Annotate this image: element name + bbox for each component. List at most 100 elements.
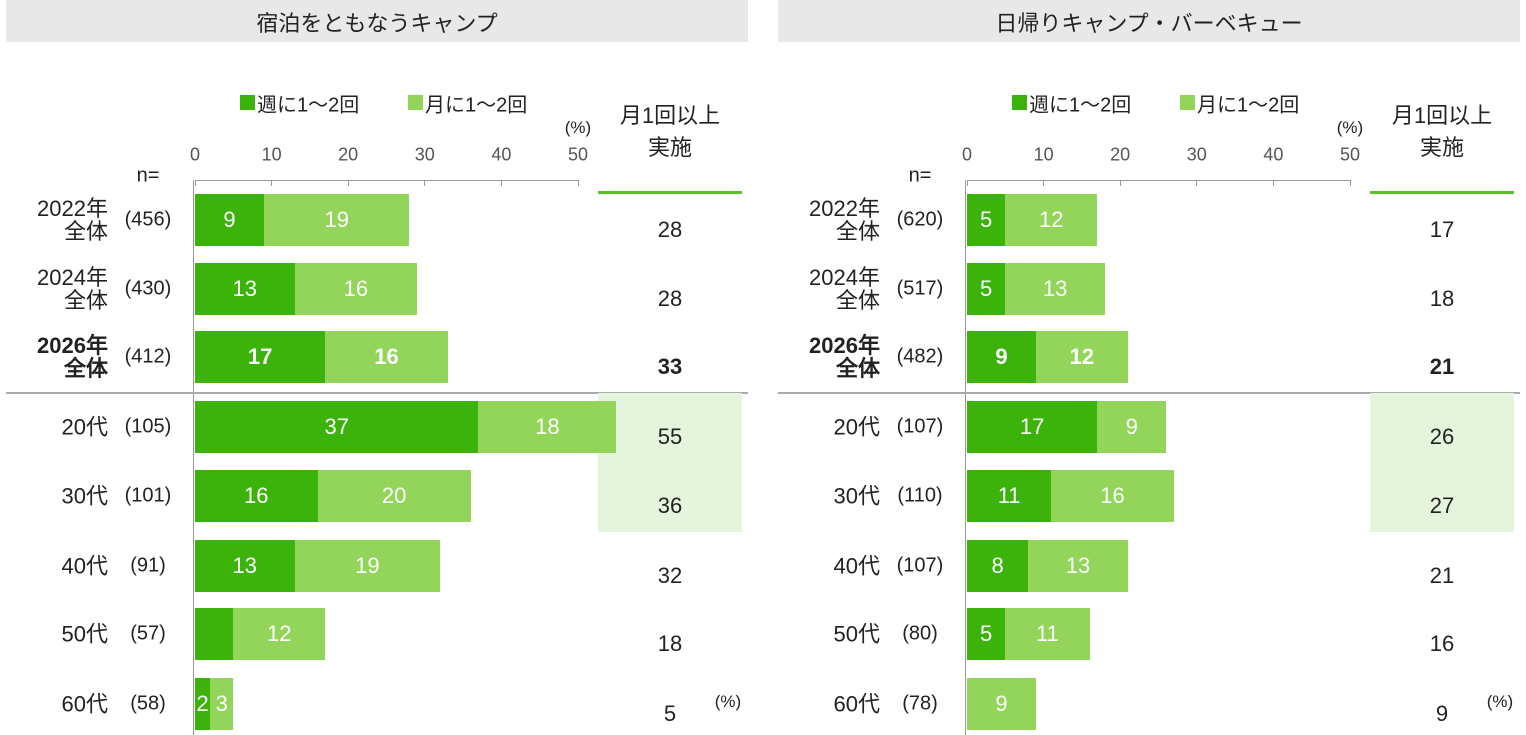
legend-label: 週に1～2回 <box>257 94 360 117</box>
x-tick-label: 10 <box>261 144 282 165</box>
bar-label: 8 <box>991 553 1004 578</box>
bar-label: 13 <box>232 553 258 578</box>
x-tick-label: 0 <box>961 144 973 165</box>
category-label: 30代 <box>61 483 108 509</box>
category-label: 20代 <box>61 414 108 440</box>
totals-shade <box>1370 393 1514 463</box>
n-value: (620) <box>896 208 944 231</box>
bar-label: 12 <box>267 621 292 646</box>
panel-title: 宿泊をともなうキャンプ <box>256 11 498 36</box>
bar-label: 9 <box>223 207 236 232</box>
bar-segment <box>967 401 1098 453</box>
bar-segment <box>967 194 1006 246</box>
total-value: 32 <box>657 563 683 588</box>
separator <box>778 392 1520 394</box>
bar-label: 12 <box>1039 207 1064 232</box>
totals-shade <box>1370 462 1514 532</box>
bar-label: 20 <box>381 483 407 508</box>
total-value: 5 <box>663 701 677 726</box>
bar-label: 13 <box>1065 553 1091 578</box>
tick-mark <box>577 180 579 186</box>
bar-segment <box>1051 470 1174 522</box>
tick-mark <box>1196 180 1198 186</box>
x-unit: (%) <box>564 118 592 137</box>
panel-title: 日帰りキャンプ・バーベキュー <box>995 11 1303 36</box>
bar-segment <box>967 263 1006 315</box>
totals-unit: (%) <box>714 692 742 711</box>
bar-segment <box>478 401 617 453</box>
bar-segment <box>967 678 1036 730</box>
bar-segment <box>195 608 234 660</box>
tick-mark <box>966 180 968 186</box>
bar-label: 11 <box>1036 621 1059 646</box>
bar-label: 5 <box>980 207 993 232</box>
panel-header <box>6 0 748 42</box>
legend-swatch <box>1180 95 1195 110</box>
bar-segment <box>233 608 326 660</box>
n-value: (517) <box>896 277 944 300</box>
bar-label: 13 <box>1042 276 1068 301</box>
bar-segment <box>1097 401 1167 453</box>
bar-segment <box>967 470 1052 522</box>
category-label: 20代 <box>833 414 880 440</box>
n-value: (412) <box>124 345 172 368</box>
total-value: 18 <box>1429 286 1455 311</box>
bar-label: 19 <box>324 207 349 232</box>
n-value: (456) <box>124 208 172 231</box>
legend-swatch <box>240 95 255 110</box>
bar-label: 9 <box>1125 414 1138 439</box>
n-value: (80) <box>902 622 938 645</box>
bar-segment <box>967 331 1036 383</box>
n-value: (107) <box>896 415 944 438</box>
legend-label: 月に1～2回 <box>1197 94 1300 117</box>
x-tick-label: 30 <box>1186 144 1207 165</box>
legend-swatch <box>408 95 423 110</box>
bar-segment <box>195 331 326 383</box>
category-label: 2024年全体 <box>37 265 108 313</box>
n-value: (105) <box>124 415 172 438</box>
legend-label: 週に1～2回 <box>1029 94 1132 117</box>
bar-segment <box>1005 263 1105 315</box>
bar-label: 5 <box>980 621 993 646</box>
totals-shade <box>598 393 742 463</box>
total-value: 21 <box>1429 563 1455 588</box>
bar-segment <box>1005 194 1098 246</box>
bar-segment <box>967 608 1006 660</box>
bar-segment <box>1028 540 1128 592</box>
category-label: 2022年全体 <box>809 196 880 244</box>
bar-label: 19 <box>355 553 380 578</box>
total-value: 26 <box>1429 424 1455 449</box>
y-axis <box>965 180 966 735</box>
bar-label: 16 <box>1100 483 1125 508</box>
x-axis <box>967 180 1350 181</box>
bar-label: 3 <box>215 691 228 716</box>
legend-label: 月に1～2回 <box>425 94 528 117</box>
total-value: 21 <box>1429 354 1455 379</box>
bar-segment <box>195 678 211 730</box>
tick-mark <box>194 180 196 186</box>
total-value: 55 <box>657 424 683 449</box>
tick-mark <box>1119 180 1121 186</box>
x-tick-label: 30 <box>414 144 435 165</box>
bar-segment <box>294 540 441 592</box>
totals-rule <box>1370 191 1514 194</box>
n-value: (482) <box>896 345 944 368</box>
x-axis <box>195 180 578 181</box>
tick-mark <box>1272 180 1274 186</box>
bar-label: 16 <box>374 344 399 369</box>
category-label: 2024年全体 <box>809 265 880 313</box>
tick-mark <box>1043 180 1045 186</box>
bar-label: 9 <box>995 691 1008 716</box>
panel-header <box>778 0 1520 42</box>
legend-swatch <box>1012 95 1027 110</box>
bar-label: 9 <box>995 344 1008 369</box>
total-value: 28 <box>657 217 683 242</box>
total-value: 36 <box>657 493 683 518</box>
bar-label: 37 <box>324 414 349 439</box>
bar-segment <box>195 263 295 315</box>
total-value: 27 <box>1429 493 1455 518</box>
bar-segment <box>195 401 479 453</box>
bar-segment <box>210 678 234 730</box>
n-value: (107) <box>896 554 944 577</box>
separator <box>6 392 748 394</box>
